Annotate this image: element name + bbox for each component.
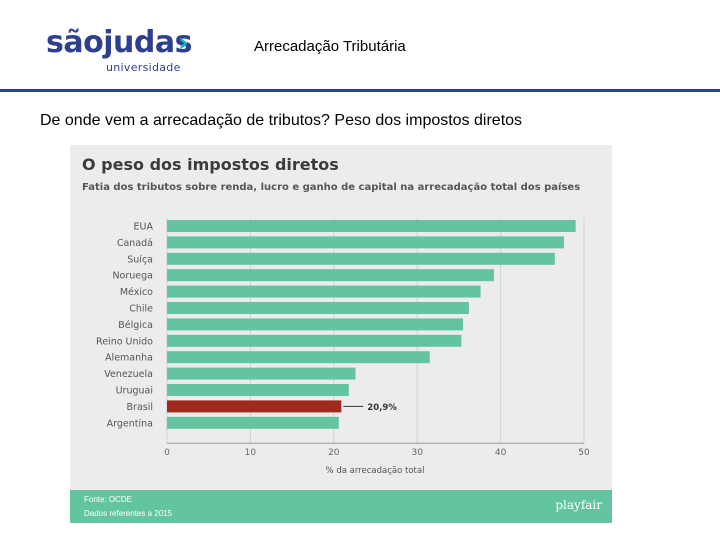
y-category-label: Alemanha — [105, 353, 153, 364]
x-tick-label: 20 — [328, 448, 340, 458]
bar — [167, 416, 339, 429]
bar-chart: O peso dos impostos diretos Fatia dos tr… — [82, 155, 590, 476]
y-category-label: Chile — [129, 304, 153, 315]
y-category-label: Bélgica — [118, 320, 153, 331]
y-category-label: Uruguai — [116, 386, 153, 397]
x-axis-label: % da arrecadação total — [326, 466, 425, 476]
chart-panel: O peso dos impostos diretos Fatia dos tr… — [70, 145, 612, 523]
chevron-right-icon: › — [178, 28, 189, 58]
y-category-label: Reino Unido — [96, 336, 153, 347]
chart-subtitle: Fatia dos tributos sobre renda, lucro e … — [82, 181, 580, 193]
bar — [167, 236, 564, 249]
y-category-label: Canadá — [117, 238, 153, 249]
y-category-label: EUA — [134, 222, 154, 233]
header-divider — [0, 89, 720, 92]
x-tick-label: 50 — [578, 448, 590, 458]
bar — [167, 367, 356, 380]
y-category-label: Venezuela — [104, 369, 153, 380]
y-category-label: Noruega — [112, 271, 153, 282]
y-category-label: México — [120, 287, 153, 298]
plot-area: 0 10 20 30 40 50 EUA Canadá Suíça Noruega México Ch… — [96, 218, 590, 458]
y-category-label: Argentina — [107, 418, 153, 429]
slide-subtitle: De onde vem a arrecadação de tributos? P… — [40, 112, 523, 129]
x-tick-label: 10 — [245, 448, 257, 458]
logo-wordmark: sãojudas — [46, 25, 192, 60]
bar — [167, 334, 462, 347]
bar — [167, 252, 555, 265]
bar — [167, 400, 342, 413]
bar — [167, 318, 464, 331]
header-title: Arrecadação Tributária — [254, 38, 406, 55]
chart-footer: Fonte: OCDE Dados referentes a 2015 play… — [70, 490, 612, 523]
bar — [167, 269, 494, 282]
bar — [167, 384, 349, 396]
source-note: Fonte: OCDE — [84, 495, 133, 504]
y-category-label: Brasil — [127, 402, 153, 413]
date-note: Dados referentes a 2015 — [84, 509, 173, 518]
chart-title: O peso dos impostos diretos — [82, 155, 339, 174]
bar — [167, 220, 576, 232]
sao-judas-logo: sãojudas › universidade — [46, 26, 206, 76]
x-tick-label: 40 — [495, 448, 507, 458]
bar — [167, 285, 481, 298]
bar — [167, 302, 469, 314]
logo-subtitle: universidade — [106, 61, 181, 74]
brand-label: playfair — [555, 498, 602, 512]
x-tick-label: 0 — [164, 448, 170, 458]
data-label: 20,9% — [367, 403, 397, 413]
x-tick-label: 30 — [411, 448, 423, 458]
y-category-label: Suíça — [127, 254, 153, 265]
bar — [167, 351, 430, 364]
